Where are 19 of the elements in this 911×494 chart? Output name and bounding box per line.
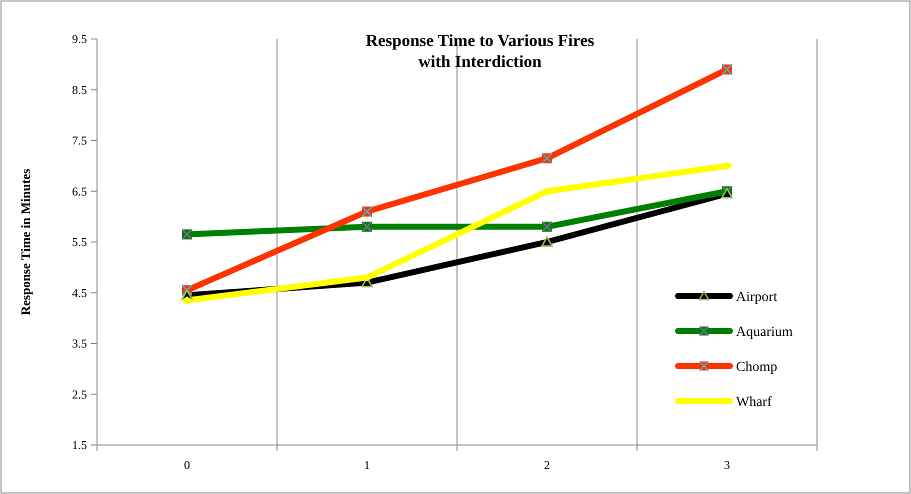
y-tick-label: 1.5 xyxy=(72,438,87,452)
y-tick-label: 8.5 xyxy=(72,82,87,97)
y-tick-label: 4.5 xyxy=(72,286,87,300)
chart-title: Response Time to Various Fires with Interdiction xyxy=(366,31,595,71)
x-tick-label: 2 xyxy=(544,458,550,472)
y-tick-label: 2.5 xyxy=(72,387,87,402)
x-tick-label: 0 xyxy=(184,458,190,472)
legend-label: Chomp xyxy=(736,360,778,375)
legend-label: Aquarium xyxy=(736,324,793,340)
y-tick-label: 7.5 xyxy=(72,134,87,148)
y-tick-label: 3.5 xyxy=(72,336,87,351)
x-tick-label: 3 xyxy=(724,458,730,472)
y-tick-label: 9.5 xyxy=(72,32,87,46)
legend-label: Wharf xyxy=(736,394,772,410)
y-tick-label: 5.5 xyxy=(72,235,87,250)
legend-label: Airport xyxy=(736,290,778,305)
y-axis-title: Response Time in Minutes xyxy=(18,168,33,316)
x-tick-label: 1 xyxy=(364,458,370,472)
y-tick-label: 6.5 xyxy=(72,184,87,198)
